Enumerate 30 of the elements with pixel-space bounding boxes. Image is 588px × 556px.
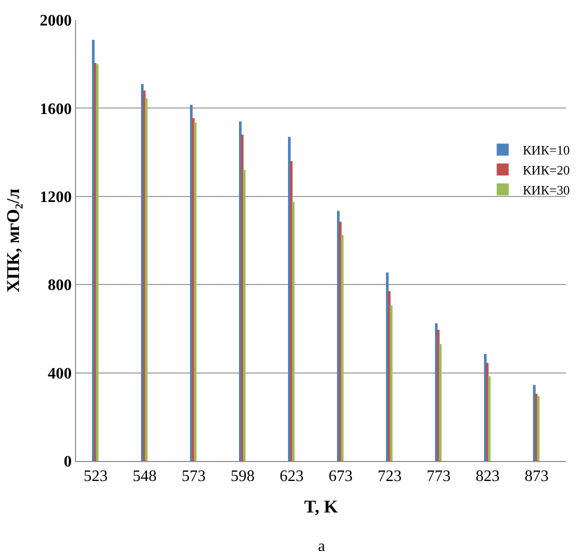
y-tick-label: 0 — [64, 454, 72, 471]
y-tick-label: 1600 — [40, 100, 72, 118]
legend-label: КИК=20 — [522, 162, 570, 178]
x-tick-label: 673 — [328, 468, 353, 486]
bar — [292, 202, 295, 461]
bar — [243, 170, 246, 461]
bar — [341, 234, 344, 461]
x-tick-label: 573 — [182, 468, 206, 486]
bar — [439, 344, 442, 461]
bar — [145, 98, 148, 461]
y-tick-label: 1200 — [40, 189, 72, 206]
x-tick-label: 623 — [280, 468, 304, 486]
x-tick-label: 523 — [84, 468, 108, 486]
x-tick-label: 873 — [524, 468, 549, 486]
bar — [488, 376, 491, 461]
y-tick-label: 400 — [48, 365, 72, 382]
bar — [194, 122, 197, 461]
y-axis-title: ХПК, мгО₂/л — [3, 188, 23, 292]
x-tick-label: 548 — [132, 468, 157, 486]
x-tick-label: 598 — [230, 468, 255, 486]
x-tick-label: 773 — [426, 468, 451, 486]
x-tick-label: 823 — [476, 468, 500, 486]
x-tick-label: 723 — [378, 468, 402, 486]
text: а — [318, 538, 326, 555]
y-tick-label: 800 — [48, 277, 72, 294]
bar — [390, 306, 393, 461]
x-axis-title: T, K — [304, 496, 338, 516]
y-tick-label: 2000 — [40, 12, 72, 30]
legend-label: КИК=30 — [522, 182, 570, 198]
legend-label: КИК=10 — [522, 142, 570, 158]
